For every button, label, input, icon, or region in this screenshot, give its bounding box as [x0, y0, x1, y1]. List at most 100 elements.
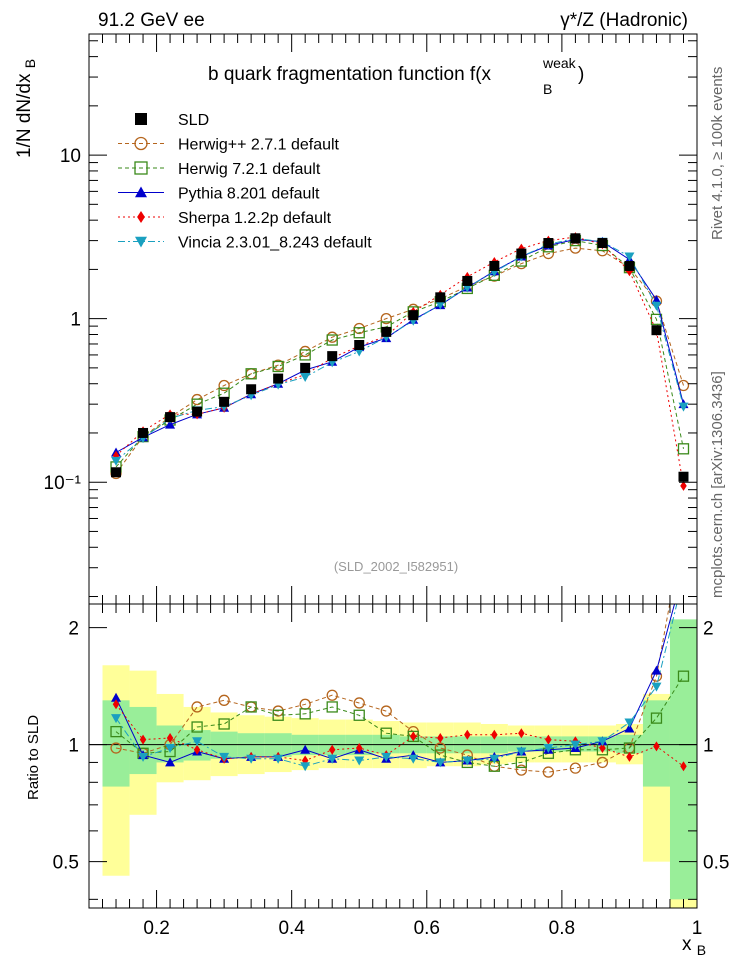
rivet-label: Rivet 4.1.0, ≥ 100k events: [709, 67, 726, 240]
legend-marker-pythia: [135, 186, 147, 198]
point-data-9: [354, 339, 365, 350]
ratio-ylabel: Ratio to SLD: [25, 715, 42, 800]
ratio-point-herwig7-20: [650, 712, 663, 724]
ratio-point-herwigpp-8: [326, 689, 338, 701]
ratio-point-herwigpp-9: [353, 697, 365, 709]
ratio-point-vincia-17: [570, 740, 581, 750]
ratio-point-sherpa-9: [355, 743, 363, 754]
ratio-point-vincia-9: [354, 756, 365, 766]
point-data-17: [570, 233, 581, 244]
ratio-point-pythia-19: [624, 723, 635, 733]
legend-item-data: SLD: [135, 112, 209, 129]
legend-marker-herwig7: [134, 161, 148, 175]
ratio-point-herwigpp-0: [110, 742, 122, 754]
ratio-xtick-label: 0.8: [549, 918, 575, 939]
ratio-point-vincia-6: [273, 754, 284, 764]
ratio-point-vincia-8: [327, 754, 338, 764]
ratio-point-sherpa-20: [653, 741, 660, 752]
point-vincia-19: [624, 252, 635, 262]
ratio-point-pythia-0: [111, 692, 122, 702]
point-data-13: [462, 275, 473, 286]
legend-item-sherpa: Sherpa 1.2.2p default: [118, 210, 332, 227]
ratio-point-herwig7-8: [326, 701, 338, 713]
ratio-plot-area: [89, 604, 697, 908]
ratio-ytick-label-right: 0.5: [703, 853, 729, 874]
ratio-point-herwigpp-4: [218, 694, 230, 706]
ratio-point-vincia-18: [597, 737, 608, 747]
legend-marker-sherpa: [137, 211, 145, 223]
legend-label-pythia: Pythia 8.201 default: [178, 186, 320, 203]
ratio-point-vincia-20: [651, 682, 662, 692]
ratio-point-pythia-20: [651, 665, 662, 675]
legend: SLD Herwig++ 2.7.1 default Herwig 7.2.1 de…: [118, 112, 372, 252]
point-data-14: [489, 260, 500, 271]
legend-label-herwigpp: Herwig++ 2.7.1 default: [178, 137, 340, 154]
point-herwig7-7: [299, 349, 311, 361]
ratio-point-herwig7-10: [380, 727, 392, 739]
ratio-point-sherpa-16: [545, 734, 552, 745]
header-right: γ*/Z (Hadronic): [560, 10, 688, 31]
point-sherpa-21: [680, 480, 687, 491]
ratio-point-herwig7-15: [515, 756, 528, 769]
point-data-4: [219, 396, 230, 407]
ratio-point-vincia-14: [489, 754, 500, 764]
series-herwig7: [110, 234, 690, 473]
legend-item-herwigpp: Herwig++ 2.7.1 default: [118, 137, 340, 154]
ratio-point-herwigpp-16: [542, 766, 555, 778]
main-ytick-label: 1: [70, 310, 81, 331]
ratio-line-sherpa: [115, 703, 684, 767]
legend-label-data: SLD: [178, 112, 209, 129]
point-data-15: [516, 248, 527, 259]
point-herwig7-21: [677, 443, 690, 455]
band-green: [507, 736, 535, 752]
ratio-point-herwig7-0: [110, 725, 122, 738]
series-vincia: [111, 234, 689, 466]
legend-item-herwig7: Herwig 7.2.1 default: [118, 161, 321, 178]
ratio-point-herwig7-5: [245, 701, 257, 713]
ratio-point-vincia-15: [516, 747, 527, 757]
main-title-close: ): [578, 64, 584, 85]
ratio-series-sherpa: [112, 699, 687, 772]
main-ylabel: 1/N dN/dx B: [14, 59, 38, 158]
main-ytick-label: 10⁻¹: [44, 473, 82, 494]
ratio-point-sherpa-0: [112, 699, 120, 710]
ratio-ytick-label: 1: [68, 736, 79, 757]
point-vincia-12: [435, 300, 446, 310]
ratio-point-sherpa-15: [518, 728, 525, 739]
series-data: [111, 233, 689, 482]
series-herwigpp: [110, 242, 690, 480]
ratio-point-vincia-0: [111, 714, 122, 724]
ratio-point-herwig7-3: [191, 721, 203, 733]
legend-marker-vincia: [135, 236, 147, 248]
ratio-point-sherpa-3: [193, 744, 201, 755]
point-herwigpp-10: [380, 312, 392, 325]
point-vincia-7: [300, 372, 311, 382]
ratio-point-sherpa-8: [328, 744, 336, 755]
line-herwigpp: [115, 247, 684, 474]
ratio-point-sherpa-1: [139, 734, 147, 745]
main-title-text: b quark fragmentation function f(x: [208, 64, 492, 85]
line-vincia: [115, 237, 684, 462]
point-data-7: [300, 362, 311, 373]
header-left: 91.2 GeV ee: [98, 10, 205, 31]
ratio-point-vincia-10: [381, 752, 392, 762]
point-herwig7-9: [353, 327, 365, 339]
point-herwig7-8: [326, 334, 338, 346]
point-data-10: [381, 326, 392, 337]
series-pythia: [111, 234, 689, 457]
main-panel: 10 1 10⁻¹ b quark fragmentation function f…: [14, 33, 698, 605]
ratio-xtick-label: 0.2: [143, 918, 169, 939]
ratio-point-herwigpp-18: [596, 756, 609, 769]
ratio-point-vincia-4: [219, 752, 230, 762]
ratio-point-pythia-2: [165, 757, 176, 767]
legend-marker-data: [135, 113, 147, 125]
point-data-8: [327, 351, 338, 362]
ratio-panel: 2 2 1 1 0.5 0.5 0.2 0.4 0.6 0.8 1 Ratio to SLD x B: [25, 603, 729, 958]
line-herwig7: [115, 240, 684, 468]
legend-item-vincia: Vincia 2.3.01_8.243 default: [118, 235, 372, 252]
point-herwigpp-7: [299, 345, 311, 358]
point-data-0: [111, 467, 122, 478]
ratio-point-vincia-5: [246, 754, 257, 764]
ratio-xtick-label: 0.4: [278, 918, 305, 939]
